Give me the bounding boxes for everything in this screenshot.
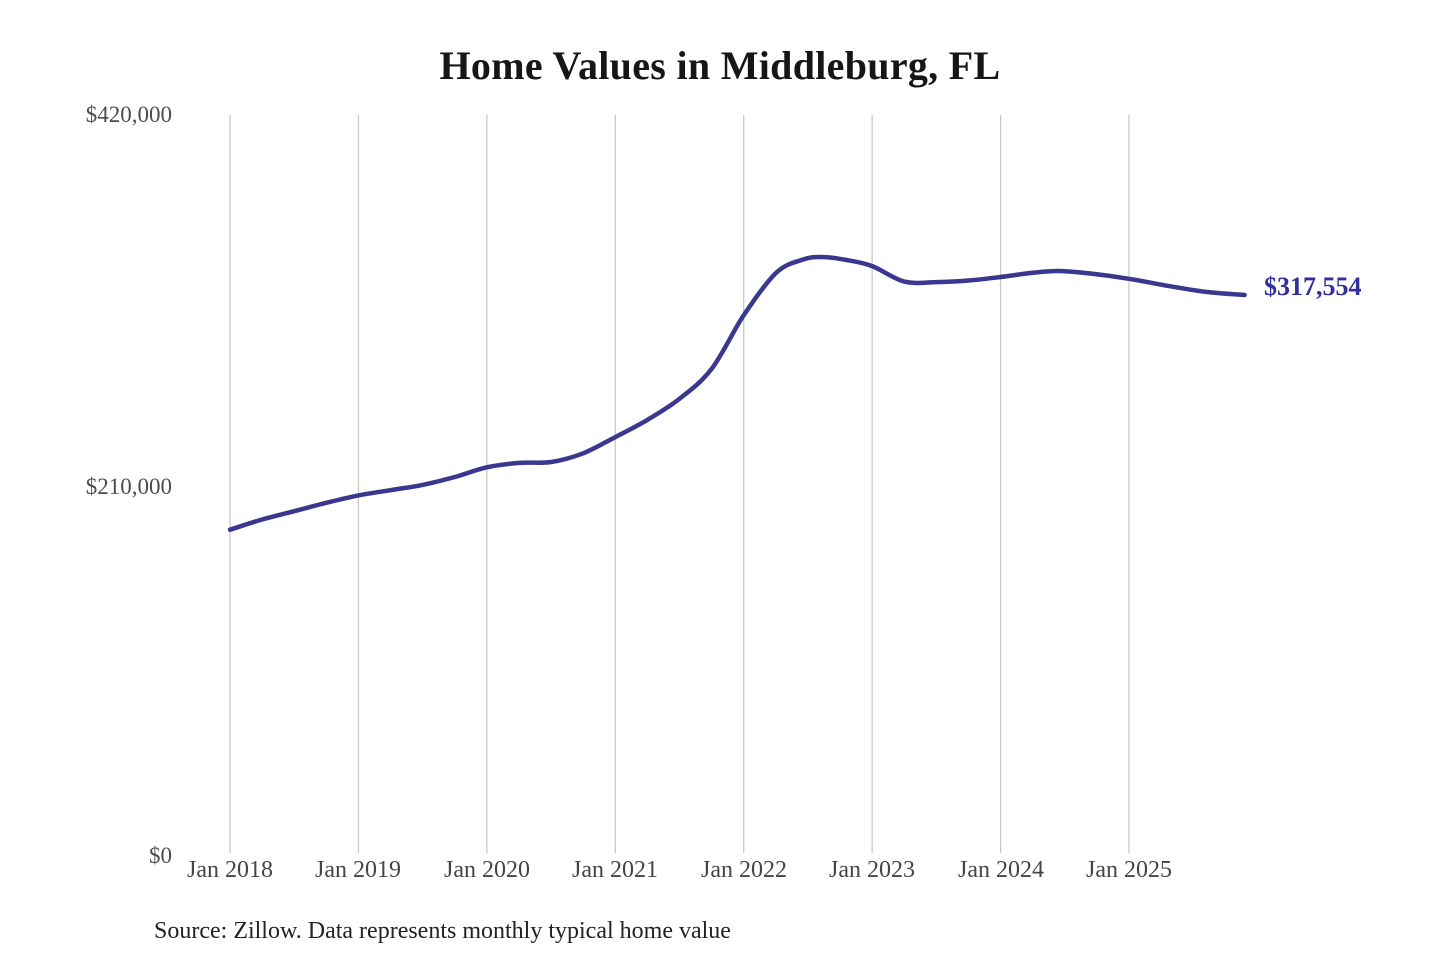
- x-axis-tick-label-jan-2023: Jan 2023: [829, 857, 915, 883]
- y-axis-tick-label-210000: $210,000: [85, 474, 172, 499]
- x-axis-tick-label-jan-2020: Jan 2020: [444, 857, 530, 883]
- latest-value-label: $317,554: [1264, 272, 1362, 301]
- home-value-line: [227, 254, 1247, 532]
- x-axis-tick-label-jan-2019: Jan 2019: [315, 857, 401, 883]
- y-axis-tick-label-0: $0: [149, 843, 172, 868]
- chart-title: Home Values in Middleburg, FL: [439, 43, 1001, 88]
- x-axis-tick-label-jan-2022: Jan 2022: [701, 857, 787, 883]
- x-axis-tick-label-jan-2024: Jan 2024: [958, 857, 1044, 883]
- source-note: Source: Zillow. Data represents monthly …: [154, 918, 731, 944]
- x-axis-tick-label-jan-2021: Jan 2021: [572, 857, 658, 883]
- x-axis-tick-label-jan-2018: Jan 2018: [187, 857, 273, 883]
- x-axis-tick-label-jan-2025: Jan 2025: [1086, 857, 1172, 883]
- y-axis-tick-label-420000: $420,000: [85, 102, 172, 127]
